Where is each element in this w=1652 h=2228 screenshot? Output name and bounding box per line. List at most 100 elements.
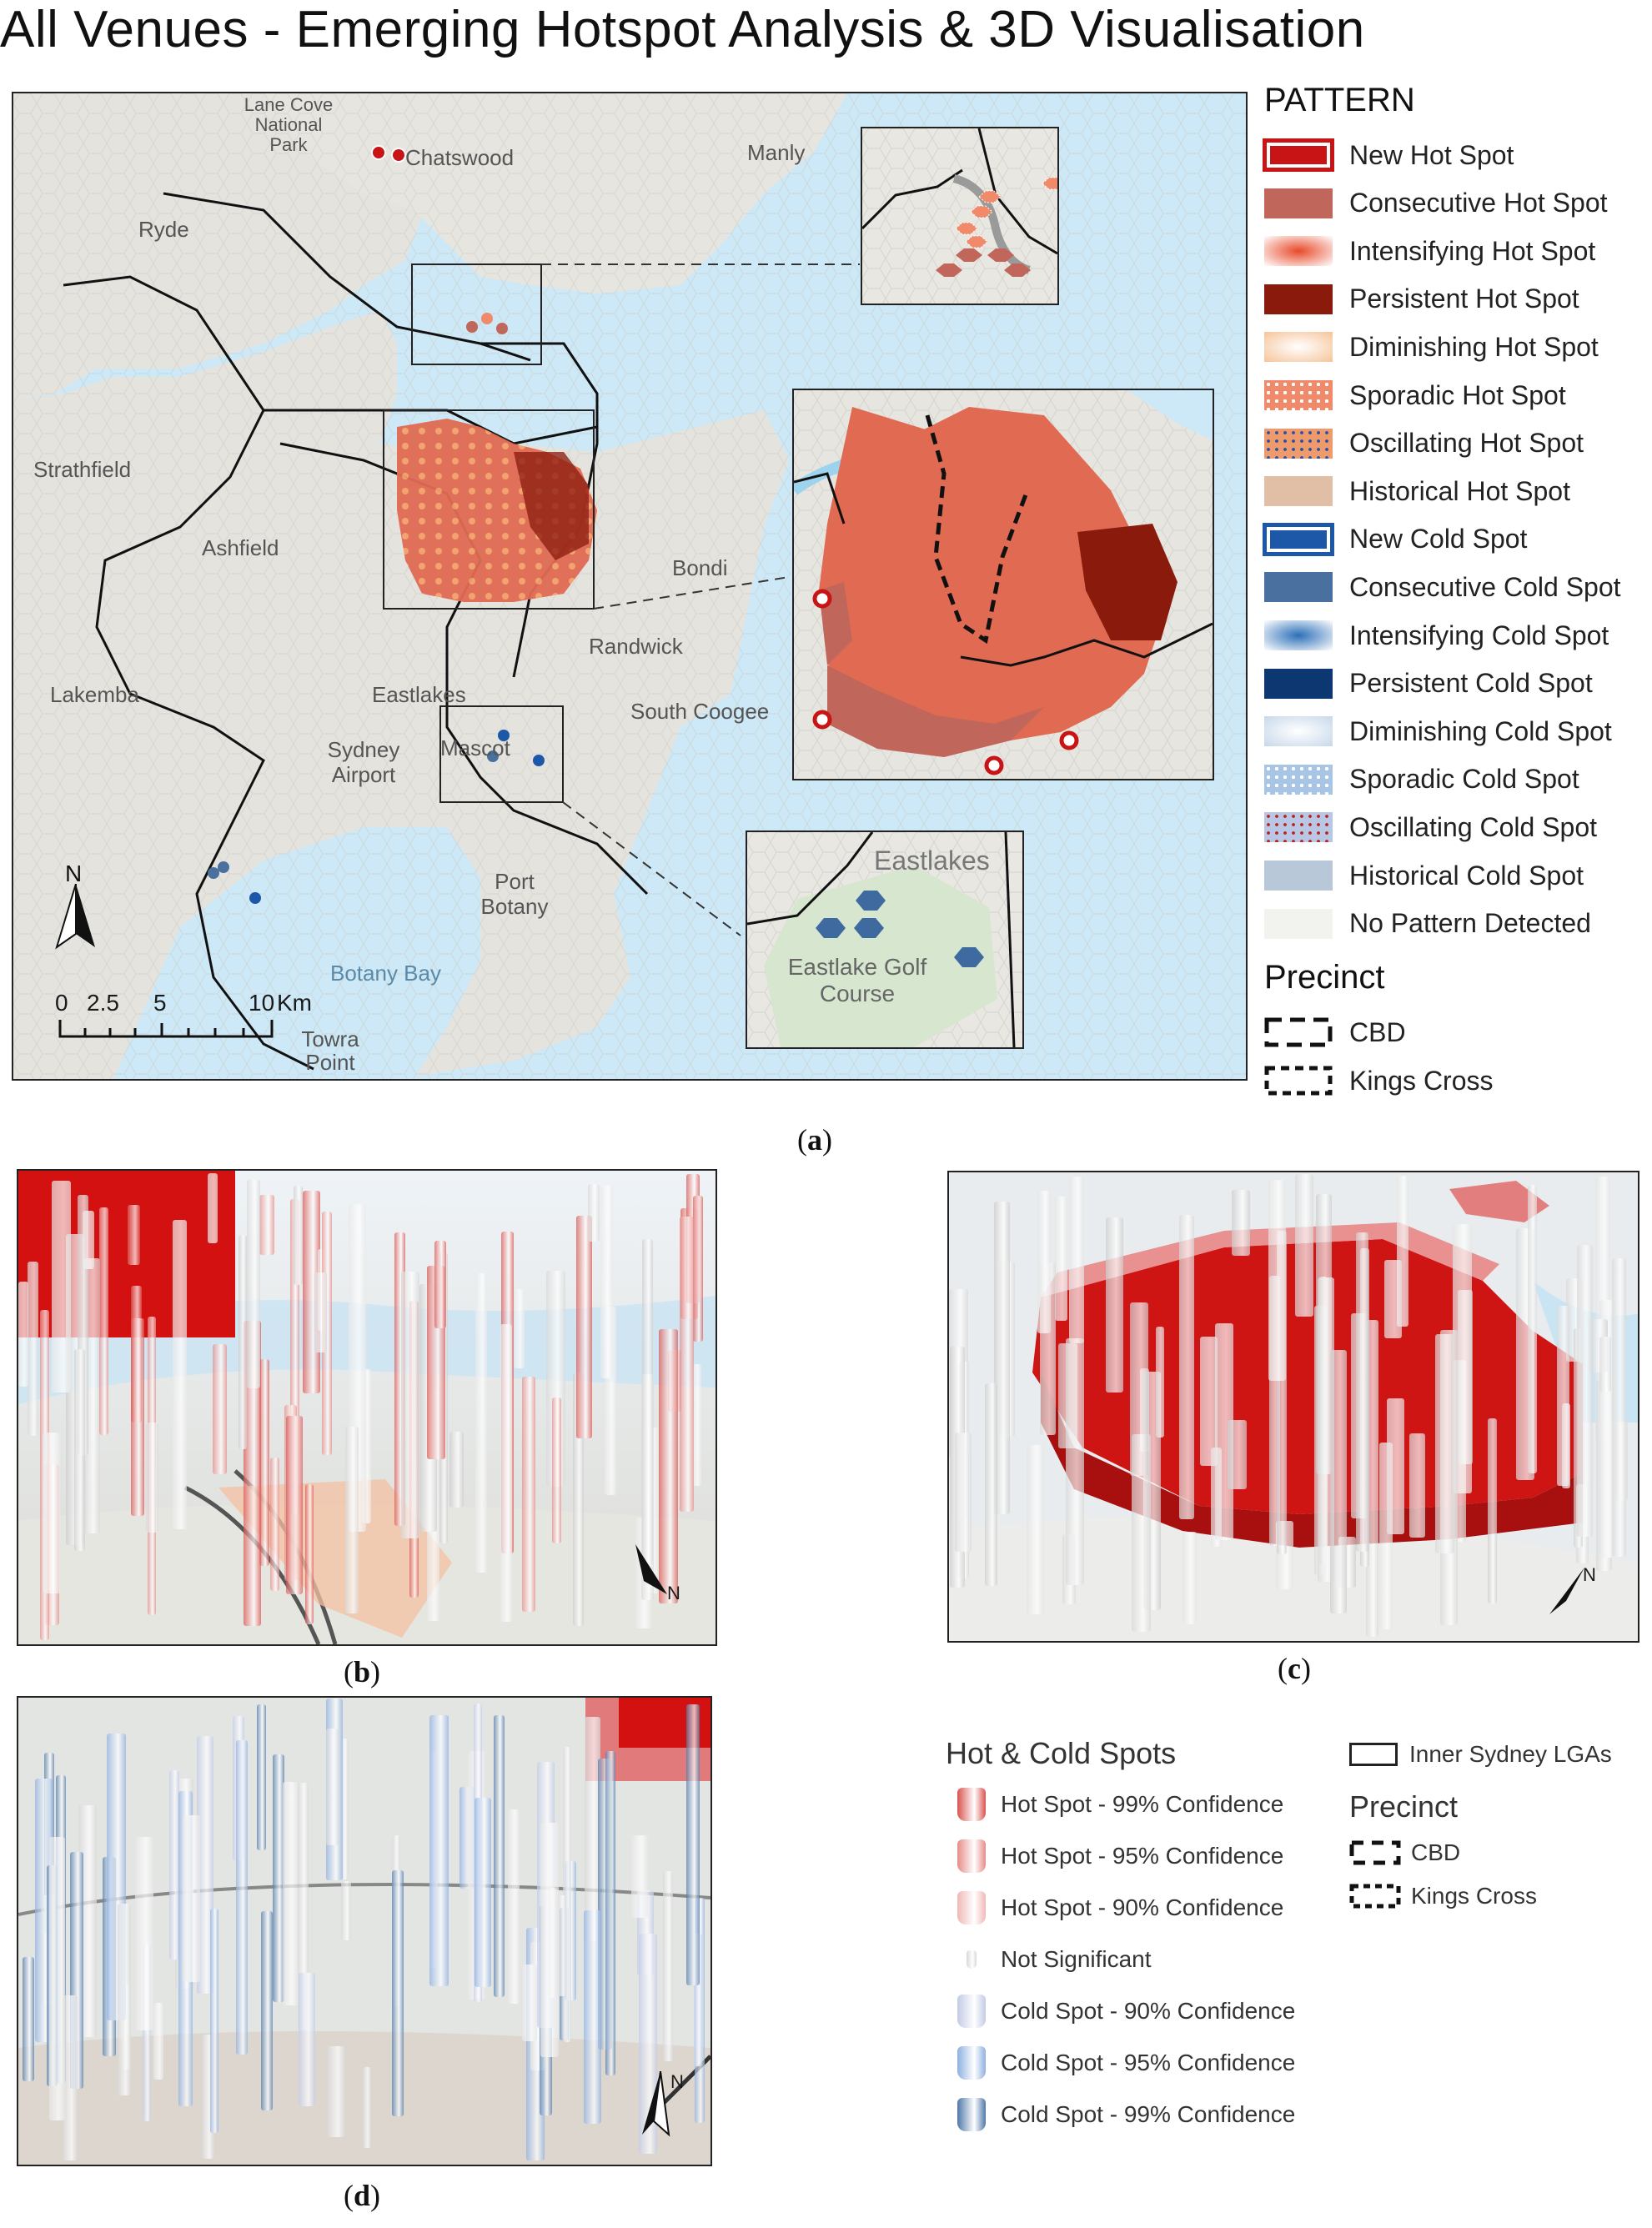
inset-eastlakes-map	[746, 831, 1022, 1048]
bars-c	[949, 1172, 1638, 1641]
extruded-bar	[273, 1754, 284, 2002]
extruded-bar	[1612, 1258, 1626, 1557]
extruded-bar	[298, 1783, 309, 2030]
precinct-legend-heading: Precinct	[1264, 959, 1385, 996]
pattern-swatch	[1264, 380, 1333, 410]
extruded-bar	[401, 1272, 419, 1538]
pattern-swatch	[1264, 572, 1333, 603]
pattern-swatch	[1264, 332, 1333, 363]
panel-d-3d[interactable]: N	[17, 1696, 712, 2166]
scale-tick-3: 10	[249, 990, 275, 1016]
pattern-swatch	[1264, 236, 1333, 267]
extruded-bar	[18, 1282, 28, 1387]
north-arrow-d: N	[635, 2070, 694, 2146]
extruded-bar	[522, 1965, 537, 2041]
legend-3d-swatch	[957, 2098, 986, 2131]
extruded-bar	[197, 1736, 213, 1994]
extruded-bar	[1232, 1190, 1250, 1256]
extruded-bar	[326, 1729, 339, 1845]
pattern-legend-heading: PATTERN	[1264, 82, 1415, 118]
panel-c-3d[interactable]: N	[947, 1171, 1639, 1643]
extruded-bar	[208, 1173, 218, 1243]
extruded-bar	[663, 1871, 673, 2061]
extruded-bar	[1156, 1327, 1164, 1438]
place-label-eastlakes: Eastlakes	[372, 682, 466, 707]
extruded-bar	[340, 1739, 349, 1879]
extruded-bar	[605, 1751, 615, 2075]
extruded-bar	[449, 1432, 464, 1508]
extruded-bar	[247, 1180, 260, 1388]
extruded-bar	[692, 1364, 701, 1486]
extruded-bar	[74, 1349, 85, 1551]
extruded-bar	[23, 1957, 34, 2081]
inset-label-eastlakes: Eastlakes	[874, 846, 990, 876]
extruded-bar	[362, 1369, 371, 1523]
legend-3d-kings-cross-label: Kings Cross	[1411, 1883, 1537, 1909]
caption-b: (b)	[344, 1655, 381, 1689]
extruded-bar	[43, 1433, 60, 1593]
extruded-bar	[305, 1484, 314, 1624]
extruded-bar	[475, 1273, 487, 1573]
inset-north[interactable]	[861, 127, 1065, 305]
legend-3d-item: Cold Spot - 90% Confidence	[957, 1991, 1295, 2031]
extruded-bar	[28, 1262, 38, 1436]
pattern-swatch	[1264, 188, 1333, 218]
legend-3d-item: Cold Spot - 95% Confidence	[957, 2043, 1295, 2083]
inset-cbd[interactable]	[790, 389, 1214, 780]
map-panel-a[interactable]: Lane Cove National Park Chatswood Manly …	[12, 92, 1248, 1081]
pattern-legend-item: No Pattern Detected	[1264, 906, 1591, 942]
extruded-bar	[63, 1995, 78, 2160]
pattern-legend-label: New Hot Spot	[1349, 139, 1514, 170]
extruded-bar	[1577, 1245, 1593, 1537]
precinct-label-cbd: CBD	[1349, 1016, 1406, 1047]
extruded-bar	[173, 1220, 187, 1529]
extruded-bar	[500, 1324, 512, 1622]
legend-3d-kings-cross-icon	[1349, 1884, 1401, 1909]
extruded-bar	[341, 1881, 351, 1940]
extruded-bar	[1183, 1532, 1197, 1624]
pattern-legend-item: Consecutive Hot Spot	[1264, 185, 1608, 222]
extruded-bar	[270, 1458, 279, 1591]
place-label-randwick: Randwick	[589, 634, 683, 659]
place-label-chatswood: Chatswood	[405, 145, 515, 170]
place-label-lakemba: Lakemba	[50, 682, 139, 707]
pattern-legend-item: New Hot Spot	[1263, 137, 1514, 173]
pattern-swatch	[1264, 476, 1333, 507]
extruded-bar	[261, 1911, 273, 2110]
extruded-bar	[83, 1211, 94, 1269]
caption-a: (a)	[797, 1123, 832, 1157]
extruded-bar	[299, 1973, 315, 2106]
extruded-bar	[128, 1205, 140, 1265]
pattern-swatch	[1264, 908, 1333, 939]
extruded-bar	[680, 1217, 694, 1512]
extruded-bar	[294, 1186, 303, 1285]
legend-3d-cbd-label: CBD	[1411, 1839, 1461, 1865]
extruded-bar	[169, 1770, 179, 1960]
legend-3d-swatch	[967, 1950, 977, 1969]
extruded-bar	[585, 1717, 600, 1941]
extruded-bar	[1027, 1445, 1044, 1614]
pattern-legend-item: Historical Cold Spot	[1264, 857, 1584, 894]
extruded-bar	[131, 1318, 144, 1516]
panel-c-svg	[949, 1181, 1638, 1641]
extruded-bar	[236, 1740, 248, 2055]
pattern-legend-label: No Pattern Detected	[1349, 908, 1591, 939]
extruded-bar	[694, 1934, 702, 2066]
inset-cbd-map	[790, 390, 1213, 779]
extruded-bar	[259, 1359, 269, 1566]
precinct-legend-kings-cross: Kings Cross	[1264, 1062, 1494, 1099]
extruded-bar	[1488, 1418, 1497, 1603]
precinct-label-kings-cross: Kings Cross	[1349, 1065, 1494, 1096]
pattern-legend-label: Oscillating Hot Spot	[1349, 428, 1584, 459]
extruded-bar	[588, 1184, 600, 1242]
legend-3d-label: Hot Spot - 95% Confidence	[1001, 1843, 1284, 1869]
pattern-legend-item: Diminishing Hot Spot	[1264, 329, 1599, 365]
extruded-bar	[686, 1704, 700, 1985]
north-label-b: N	[667, 1583, 680, 1603]
inset-eastlakes[interactable]: Eastlakes Eastlake Golf Course	[746, 830, 1024, 1049]
panel-b-3d[interactable]: N	[17, 1169, 717, 1646]
extruded-bar	[1069, 1177, 1084, 1343]
extruded-bar	[659, 1329, 678, 1603]
legend-3d-label: Cold Spot - 99% Confidence	[1001, 2101, 1296, 2127]
legend-3d-label: Not Significant	[1001, 1946, 1152, 1972]
